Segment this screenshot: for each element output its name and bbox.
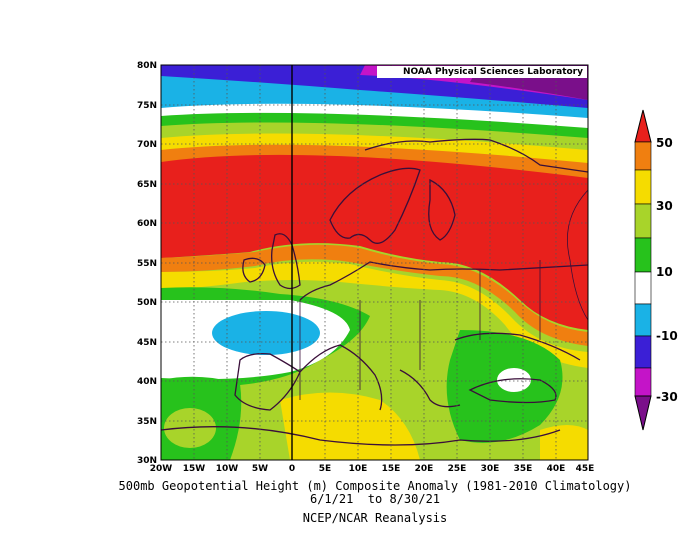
lat-label-50: 50N [137,298,157,308]
colorbar-bottom-arrow [634,395,652,431]
coast-ireland [242,257,266,283]
lon-label-20w: 20W [150,464,173,474]
coast-balkans [399,369,461,408]
colorbar-bin-white [634,271,652,305]
caption-source: NCEP/NCAR Reanalysis [302,511,448,525]
fill-white-east [497,368,531,392]
fill-cyan-low [212,311,320,355]
lat-label-35: 35N [137,417,157,427]
lon-label-15e: 15E [382,464,401,474]
lon-label-25e: 25E [448,464,467,474]
coast-north-europe [299,261,588,301]
colorbar-bin-cyan [634,303,652,337]
lon-label-40e: 40E [547,464,566,474]
lon-label-10e: 10E [349,464,368,474]
caption-title: 500mb Geopotential Height (m) Composite … [118,479,632,493]
colorbar-bin-yellowgreen [634,203,652,239]
colorbar-label-minus-10: -10 [656,329,678,343]
lon-label-10w: 10W [216,464,239,474]
colorbar-bin-yellow [634,169,652,205]
fill-yellow-south-central [280,392,420,460]
caption-dates: 6/1/21 to 8/30/21 [309,492,441,506]
lon-label-35e: 35E [514,464,533,474]
lon-label-15w: 15W [183,464,206,474]
lat-label-30: 30N [137,456,157,466]
lat-label-80: 80N [137,61,157,71]
colorbar-bin-green [634,237,652,273]
colorbar-label-10: 10 [656,265,673,279]
grid-layer [161,65,588,460]
coast-scandinavia [329,167,421,244]
country-borders [299,260,541,400]
lon-label-0: 0 [289,464,295,474]
fill-yellow-se [540,425,588,460]
colorbar-bin-orange [634,141,652,171]
lon-label-20e: 20E [415,464,434,474]
coast-italy [299,344,383,411]
colorbar-bin-blue [634,335,652,369]
border-east [567,189,588,321]
lat-label-60: 60N [137,219,157,229]
fill-yg-sw [164,408,216,448]
colorbar-bin-magenta [634,367,652,397]
lat-label-40: 40N [137,377,157,387]
coast-great-britain [271,233,301,290]
colorbar-label-30: 30 [656,199,673,213]
lon-labels: 20W 15W 10W 5W 0 5E 10E 15E 20E 25E 30E … [150,464,595,474]
lon-label-5e: 5E [319,464,331,474]
colorbar-top-arrow [634,109,652,143]
lon-label-5w: 5W [252,464,268,474]
coast-scandinavia-north [364,138,588,173]
fill-yellow-north [161,133,588,165]
lat-label-45: 45N [137,338,157,348]
lat-label-75: 75N [137,101,157,111]
lon-label-45e: 45E [576,464,595,474]
coast-black-sea [454,332,581,361]
colorbar-label-50: 50 [656,136,673,150]
fill-yellow-south [161,261,588,368]
fill-orange-south [161,244,588,346]
coastlines-layer [161,138,588,446]
noaa-attribution-box: NOAA Physical Sciences Laboratory [377,66,587,78]
lat-labels: 80N 75N 70N 65N 60N 55N 50N 45N 40N 35N … [137,61,157,466]
lon-label-30e: 30E [481,464,500,474]
fill-orange-north [161,144,588,180]
coast-north-africa [161,426,561,446]
colorbar-label-minus-30: -30 [656,390,678,404]
lat-label-55: 55N [137,259,157,269]
coast-finland [428,178,456,241]
lat-label-65: 65N [137,180,157,190]
plot-frame [160,64,589,461]
lat-label-70: 70N [137,140,157,150]
colorbar: 50 30 10 -10 -30 [634,109,678,431]
coast-turkey [468,378,557,404]
